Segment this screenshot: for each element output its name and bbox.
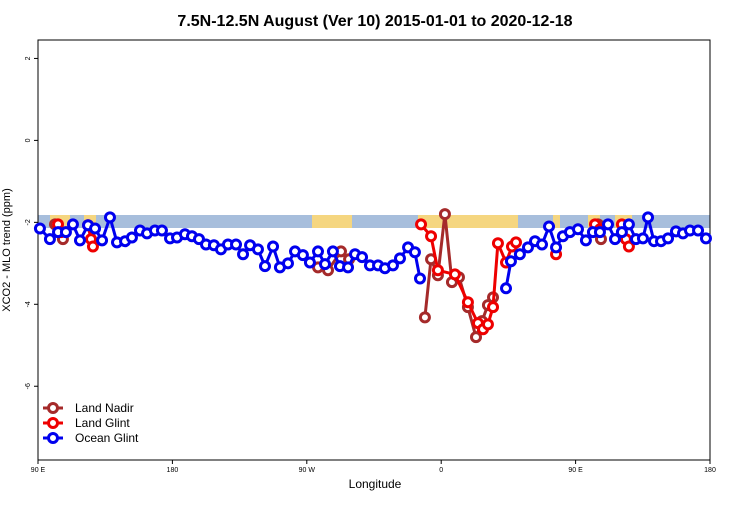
- legend-marker: [47, 417, 59, 429]
- legend-marker: [47, 402, 59, 414]
- data-point: [609, 233, 622, 246]
- legend-label: Land Nadir: [75, 401, 134, 415]
- data-point: [438, 208, 451, 221]
- data-point: [342, 261, 355, 274]
- data-point: [571, 223, 584, 236]
- x-tick-label: 90 E: [568, 467, 583, 474]
- data-point: [96, 234, 109, 247]
- x-tick-label: 90 W: [299, 467, 316, 474]
- data-point: [692, 224, 705, 237]
- data-point: [319, 258, 332, 271]
- data-point: [536, 238, 548, 251]
- data-point: [504, 255, 517, 268]
- data-point: [33, 222, 46, 235]
- plot-frame: [37, 39, 711, 461]
- data-point: [521, 241, 534, 254]
- legend-marker: [47, 432, 59, 444]
- data-point: [510, 236, 523, 249]
- data-point: [593, 226, 606, 239]
- data-point: [66, 218, 79, 231]
- data-point: [89, 222, 102, 235]
- x-tick-label: 180: [167, 467, 179, 474]
- y-axis-label: XCO2 - MLO trend (ppm): [1, 188, 13, 311]
- y-tick-label: 2: [25, 56, 32, 60]
- data-point: [469, 331, 482, 344]
- data-point: [258, 260, 271, 273]
- data-point: [579, 234, 592, 247]
- data-point: [513, 248, 526, 261]
- data-point: [415, 218, 428, 231]
- data-point: [622, 240, 635, 253]
- legend-label: Ocean Glint: [75, 431, 139, 445]
- data-point: [636, 232, 649, 245]
- data-point: [86, 240, 99, 253]
- data-point: [356, 251, 369, 264]
- data-point: [602, 218, 615, 231]
- data-point: [550, 241, 563, 254]
- data-point: [386, 259, 399, 272]
- data-point: [237, 248, 250, 261]
- data-point: [418, 311, 431, 324]
- data-point: [267, 240, 280, 253]
- y-tick-label: -6: [25, 383, 32, 389]
- data-point: [491, 237, 504, 250]
- y-tick-label: 0: [25, 138, 32, 142]
- data-point: [296, 249, 309, 262]
- data-point: [413, 272, 426, 285]
- data-point: [662, 232, 675, 245]
- data-point: [622, 218, 635, 231]
- x-tick-label: 0: [439, 467, 443, 474]
- data-point: [251, 243, 264, 256]
- data-point: [103, 211, 116, 224]
- data-point: [155, 224, 168, 237]
- data-point: [448, 268, 461, 281]
- data-point: [326, 245, 339, 258]
- data-point: [281, 257, 294, 270]
- data-point: [500, 282, 513, 295]
- data-point: [543, 220, 556, 233]
- chart-title: 7.5N-12.5N August (Ver 10) 2015-01-01 to…: [177, 13, 572, 30]
- x-axis-label: Longitude: [349, 477, 402, 491]
- y-tick-label: -4: [25, 301, 32, 307]
- data-point: [699, 232, 712, 245]
- data-point: [303, 256, 316, 269]
- y-tick-label: -2: [25, 219, 32, 225]
- data-point: [487, 301, 500, 314]
- data-point: [73, 234, 86, 247]
- data-point: [431, 264, 444, 277]
- data-point: [461, 296, 474, 309]
- legend-label: Land Glint: [75, 416, 130, 430]
- data-point: [425, 230, 438, 243]
- data-point: [481, 318, 494, 331]
- x-tick-label: 180: [704, 467, 716, 474]
- data-point: [393, 252, 406, 265]
- data-point: [59, 226, 72, 239]
- data-point: [125, 231, 138, 244]
- data-point: [408, 246, 421, 259]
- data-point: [642, 211, 655, 224]
- x-tick-label: 90 E: [31, 467, 46, 474]
- data-point: [312, 245, 324, 258]
- data-point: [230, 238, 243, 251]
- data-point: [615, 226, 628, 239]
- data-point: [43, 233, 56, 246]
